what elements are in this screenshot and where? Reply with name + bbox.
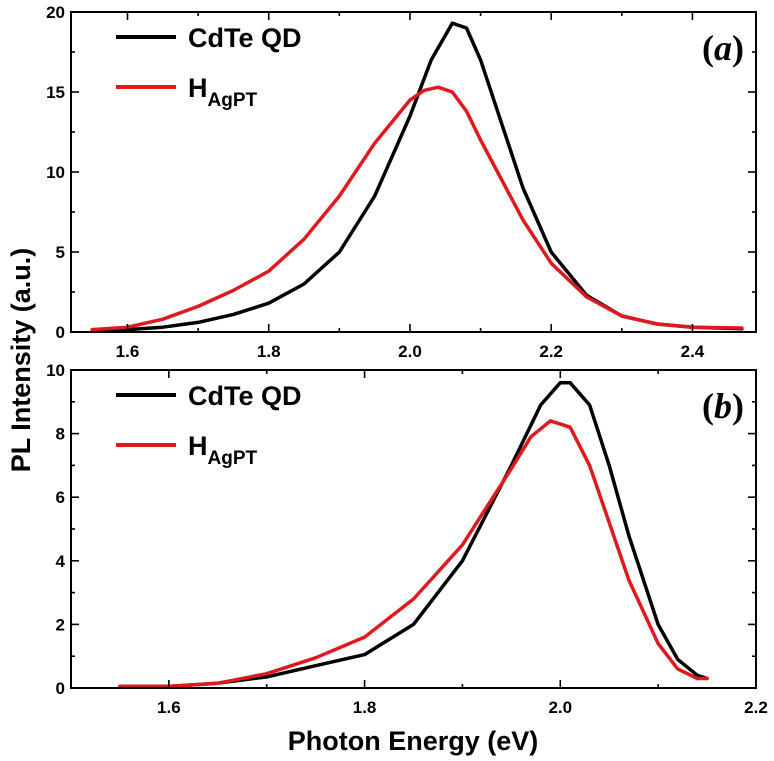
legend-label: HAgPT [188, 73, 258, 111]
x-tick-label: 1.6 [157, 698, 181, 717]
y-tick-label: 20 [46, 3, 65, 22]
x-tick-label: 1.8 [353, 698, 377, 717]
plot-frame [70, 11, 757, 333]
series-line-h-agpt [90, 85, 744, 332]
x-tick-label: 2.0 [548, 698, 572, 717]
y-tick-label: 5 [56, 243, 65, 262]
series-line-cdte-qd [90, 21, 744, 333]
y-tick-label: 0 [56, 323, 65, 342]
y-tick-label: 0 [56, 679, 65, 698]
legend-label: HAgPT [188, 431, 258, 469]
plot-frame [70, 369, 757, 689]
panel-b: 1.6 1.8 2.0 2.2 0 2 4 6 8 10 CdTe QD HAgPT (b) [46, 361, 768, 717]
panel-label: (b) [702, 386, 744, 426]
y-tick-label: 10 [46, 361, 65, 380]
x-tick-label: 1.8 [257, 342, 281, 361]
y-tick-label: 2 [56, 615, 65, 634]
y-tick-label: 4 [56, 552, 66, 571]
legend-label: CdTe QD [188, 23, 302, 53]
legend-label: CdTe QD [188, 381, 302, 411]
x-tick-label: 2.0 [398, 342, 422, 361]
y-axis-title: PL Intensity (a.u.) [6, 248, 36, 473]
y-tick-label: 8 [56, 425, 65, 444]
panel-label: (a) [702, 28, 744, 68]
x-tick-label: 2.2 [539, 342, 563, 361]
x-tick-label: 2.2 [744, 698, 768, 717]
x-axis-title: Photon Energy (eV) [288, 726, 539, 756]
series-line-cdte-qd [118, 380, 709, 689]
x-tick-label: 2.4 [681, 342, 705, 361]
y-tick-label: 6 [56, 488, 65, 507]
y-tick-label: 15 [46, 83, 65, 102]
y-tick-label: 10 [46, 163, 65, 182]
x-tick-label: 1.6 [116, 342, 140, 361]
panel-a: 1.6 1.8 2.0 2.2 2.4 0 5 10 15 20 CdTe QD HAgPT (a) [46, 3, 757, 361]
series-line-h-agpt [118, 419, 709, 689]
